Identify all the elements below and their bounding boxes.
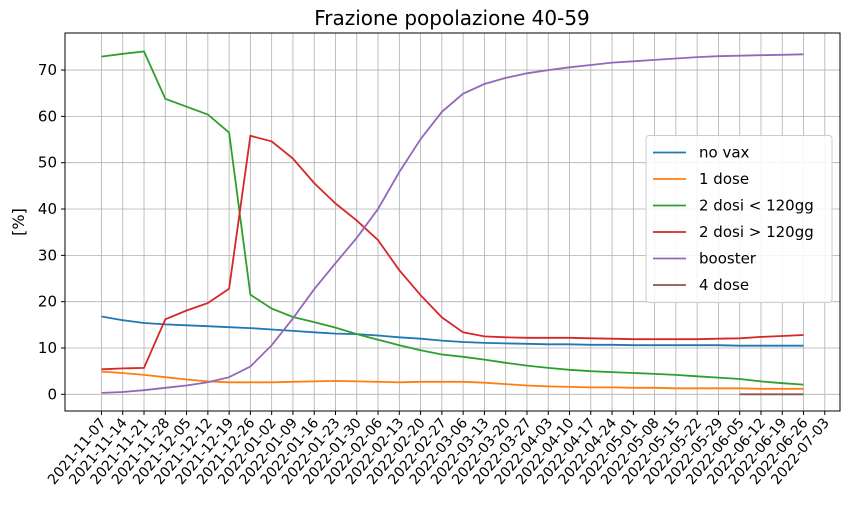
series-line [101, 50, 804, 386]
legend-label: no vax [699, 144, 750, 162]
series-line [101, 134, 804, 371]
plot-frame [64, 32, 841, 412]
y-tick-label: 40 [38, 200, 57, 218]
legend-label: 4 dose [699, 276, 749, 294]
y-tick-label: 30 [38, 246, 57, 264]
y-tick-label: 20 [38, 293, 57, 311]
y-tick-label: 50 [38, 154, 57, 172]
series-line [101, 315, 804, 347]
chart-title: Frazione popolazione 40-59 [314, 6, 590, 30]
legend-box [645, 135, 833, 303]
legend-label: 2 dosi > 120gg [699, 223, 814, 241]
legend-label: 2 dosi < 120gg [699, 197, 814, 215]
y-axis-label: [%] [9, 208, 28, 236]
series-line [101, 53, 804, 394]
y-tick-label: 0 [47, 385, 57, 403]
legend: no vax 1 dose 2 dosi < 120gg 2 dosi > 120gg… [645, 135, 833, 303]
y-tick-label: 60 [38, 107, 57, 125]
y-tick-label: 70 [38, 61, 57, 79]
y-tick-label: 10 [38, 339, 57, 357]
legend-label: booster [699, 250, 757, 268]
legend-label: 1 dose [699, 170, 749, 188]
series-line [101, 370, 804, 390]
